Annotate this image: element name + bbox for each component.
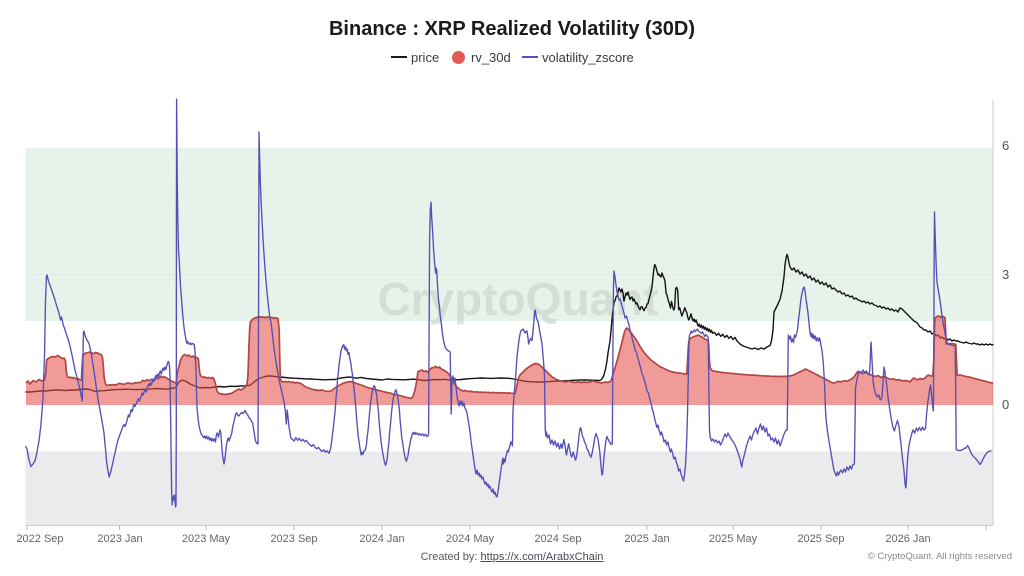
- svg-text:CryptoQuant: CryptoQuant: [377, 273, 658, 325]
